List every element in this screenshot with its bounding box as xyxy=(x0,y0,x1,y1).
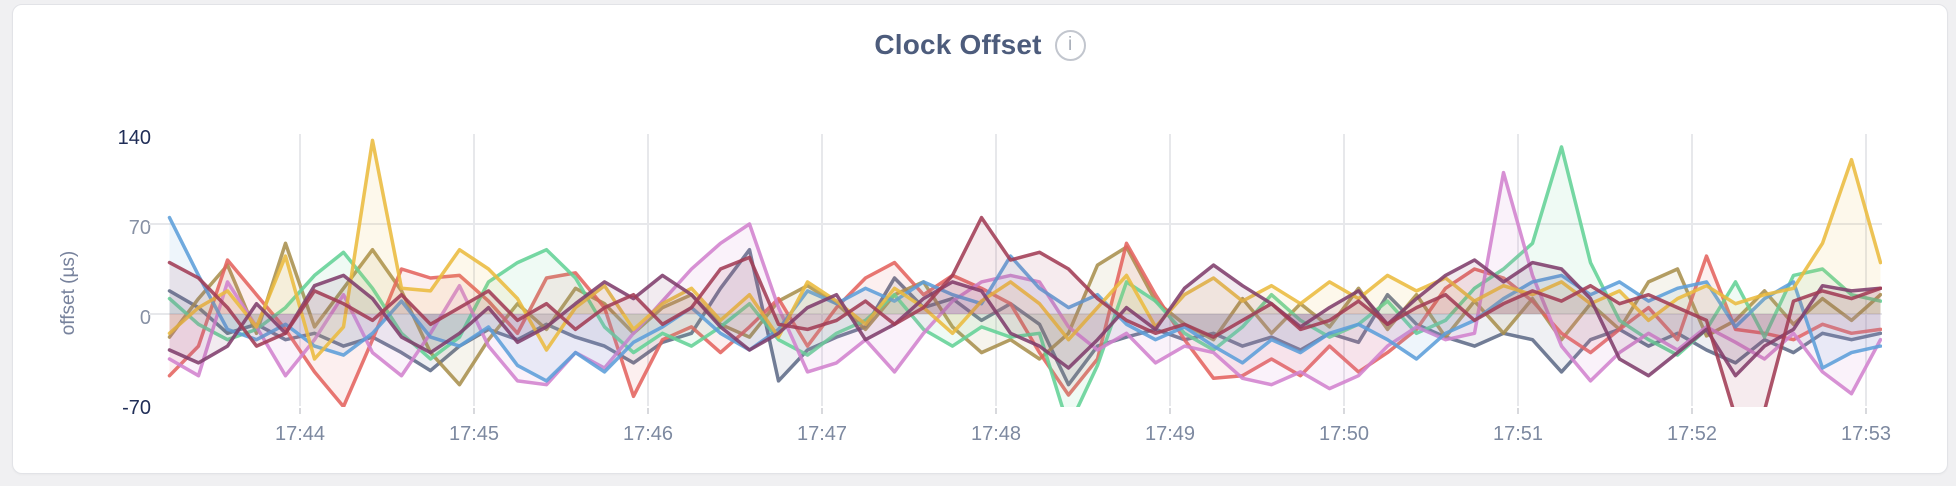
x-tick-1747: 17:47 xyxy=(796,423,848,445)
y-tick-minus-70: -70 xyxy=(122,397,151,419)
series-6-line xyxy=(167,215,1882,383)
x-tick-1745: 17:45 xyxy=(448,423,500,445)
series-4-area xyxy=(169,146,1881,407)
y-tick-140: 140 xyxy=(117,127,151,149)
clock-offset-plot[interactable] xyxy=(13,5,1949,475)
series-2-area xyxy=(169,243,1881,385)
series-1-line xyxy=(167,247,1882,387)
x-tick-1752: 17:52 xyxy=(1666,423,1718,445)
y-tick-0: 0 xyxy=(139,307,151,329)
series-3-line xyxy=(167,241,1882,407)
chart-card: Clock Offset i offset (µs) 140 70 0 -70 … xyxy=(12,4,1948,474)
series-1-area xyxy=(169,249,1881,385)
x-tick-1753: 17:53 xyxy=(1840,423,1892,445)
x-tick-1744: 17:44 xyxy=(274,423,326,445)
series-8-line xyxy=(167,258,1882,378)
info-icon-glyph: i xyxy=(1068,34,1073,55)
x-tick-1750: 17:50 xyxy=(1318,423,1370,445)
series-5-area xyxy=(169,172,1881,394)
series-4-line xyxy=(167,145,1882,407)
x-tick-1746: 17:46 xyxy=(622,423,674,445)
series-5-line xyxy=(167,170,1882,396)
series-lines xyxy=(167,138,1882,407)
chart-header: Clock Offset i xyxy=(13,29,1947,61)
x-tick-1748: 17:48 xyxy=(970,423,1022,445)
series-9-line xyxy=(167,215,1882,407)
x-tick-1751: 17:51 xyxy=(1492,423,1544,445)
y-tick-70: 70 xyxy=(128,217,151,239)
x-tick-1749: 17:49 xyxy=(1144,423,1196,445)
info-icon[interactable]: i xyxy=(1054,29,1086,61)
series-7-area xyxy=(169,140,1881,359)
series-7-line xyxy=(167,138,1882,361)
series-9-area xyxy=(169,217,1881,407)
series-6-area xyxy=(169,217,1881,381)
chart-title: Clock Offset xyxy=(874,29,1042,60)
